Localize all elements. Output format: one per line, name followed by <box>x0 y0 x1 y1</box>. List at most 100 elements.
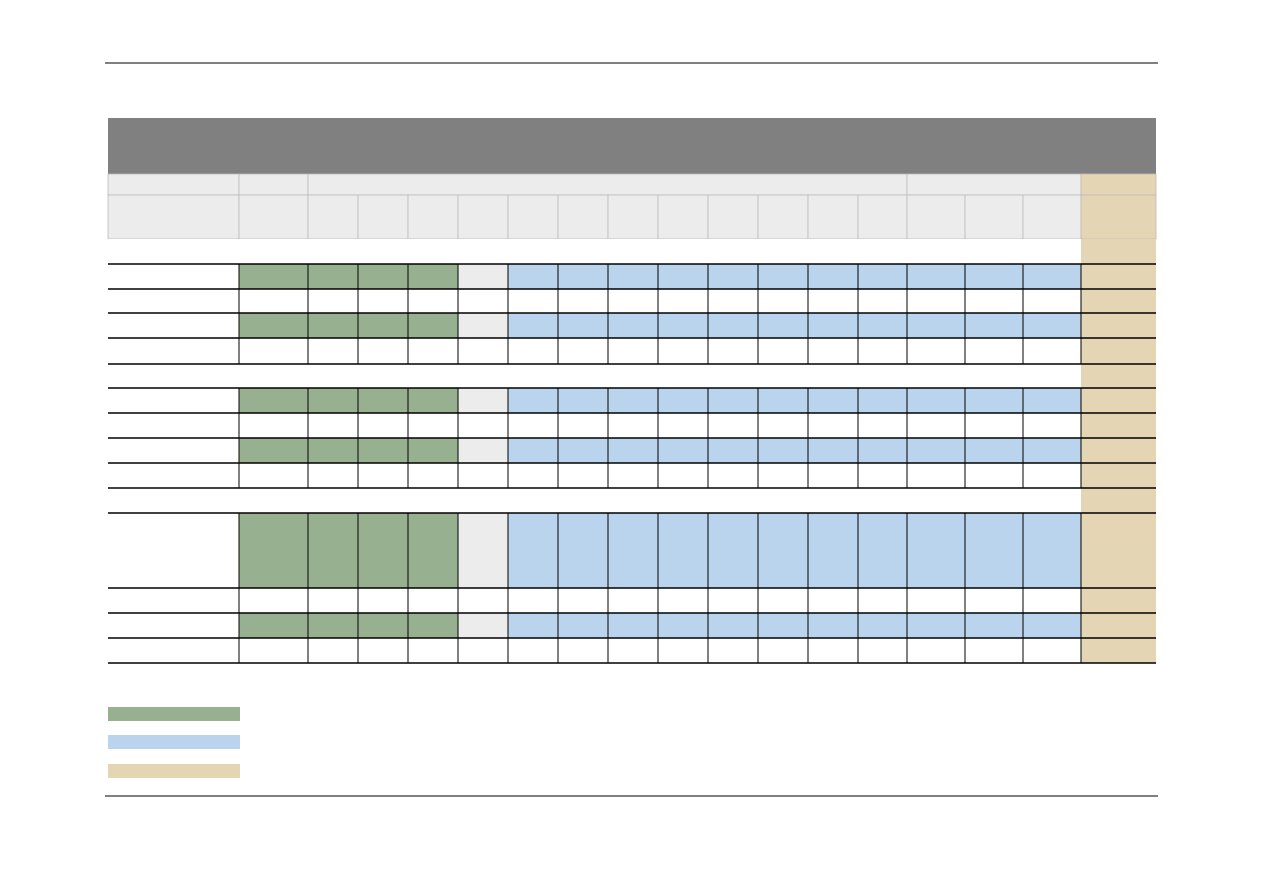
shaded-cell <box>858 313 907 338</box>
shaded-cell <box>458 613 508 638</box>
blank-cell <box>308 588 358 613</box>
section-row <box>108 364 1081 388</box>
blank-cell <box>858 338 907 364</box>
blank-cell <box>907 338 965 364</box>
blank-cell <box>808 289 858 313</box>
blank-cell <box>608 588 658 613</box>
shaded-cell <box>108 264 239 289</box>
blank-cell <box>108 638 239 663</box>
shaded-cell <box>907 513 965 588</box>
shaded-cell <box>308 438 358 463</box>
shaded-cell <box>408 513 458 588</box>
blank-cell <box>508 638 558 663</box>
shaded-cell <box>1081 513 1156 588</box>
shaded-cell <box>965 313 1023 338</box>
shaded-cell <box>308 513 358 588</box>
shaded-cell <box>907 613 965 638</box>
shaded-cell <box>708 388 758 413</box>
blank-cell <box>658 463 708 488</box>
shaded-cell <box>907 388 965 413</box>
shaded-cell <box>1023 388 1081 413</box>
blank-cell <box>965 338 1023 364</box>
column-header-cell <box>757 194 809 240</box>
shaded-cell <box>458 264 508 289</box>
shaded-cell <box>858 513 907 588</box>
blank-cell <box>708 338 758 364</box>
shaded-cell <box>758 388 808 413</box>
shaded-cell <box>1081 388 1156 413</box>
shaded-cell <box>458 438 508 463</box>
shaded-cell <box>758 438 808 463</box>
blank-cell <box>965 588 1023 613</box>
blank-cell <box>758 588 808 613</box>
shaded-cell <box>965 388 1023 413</box>
blank-cell <box>358 463 408 488</box>
shaded-cell <box>408 388 458 413</box>
column-header-cell <box>1022 194 1082 240</box>
blank-cell <box>558 463 608 488</box>
shaded-cell <box>658 313 708 338</box>
blank-cell <box>308 413 358 438</box>
blank-cell <box>858 289 907 313</box>
blank-cell <box>408 338 458 364</box>
shaded-cell <box>108 613 239 638</box>
blank-cell <box>408 289 458 313</box>
blank-cell <box>858 463 907 488</box>
shaded-cell <box>558 388 608 413</box>
blank-cell <box>965 638 1023 663</box>
blank-cell <box>408 413 458 438</box>
shaded-cell <box>508 513 558 588</box>
shaded-cell <box>808 264 858 289</box>
blank-cell <box>1023 413 1081 438</box>
blank-cell <box>907 289 965 313</box>
column-header-cell <box>107 194 240 240</box>
shaded-cell <box>808 388 858 413</box>
blank-cell <box>907 413 965 438</box>
blank-cell <box>239 638 308 663</box>
blank-cell <box>858 638 907 663</box>
blank-cell <box>608 638 658 663</box>
shaded-cell <box>965 613 1023 638</box>
blank-cell <box>965 413 1023 438</box>
legend-swatch-tan <box>108 764 240 778</box>
shaded-cell <box>558 313 608 338</box>
shaded-cell <box>758 264 808 289</box>
column-header-cell <box>607 194 659 240</box>
column-header-cell <box>507 194 559 240</box>
shaded-cell <box>1081 313 1156 338</box>
blank-cell <box>658 638 708 663</box>
blank-cell <box>708 413 758 438</box>
blank-cell <box>758 338 808 364</box>
shaded-cell <box>708 264 758 289</box>
column-header-cell <box>238 194 309 240</box>
blank-cell <box>239 588 308 613</box>
shaded-cell <box>808 613 858 638</box>
blank-cell <box>508 289 558 313</box>
column-header-cell <box>457 194 509 240</box>
blank-cell <box>458 588 508 613</box>
blank-cell <box>558 588 608 613</box>
shaded-cell <box>608 438 658 463</box>
shaded-cell <box>358 388 408 413</box>
section-row <box>108 239 1081 264</box>
blank-cell <box>508 463 558 488</box>
blank-cell <box>458 338 508 364</box>
shaded-cell <box>508 313 558 338</box>
shaded-cell <box>858 438 907 463</box>
blank-cell <box>558 413 608 438</box>
shaded-cell <box>658 513 708 588</box>
shaded-cell <box>558 438 608 463</box>
blank-cell <box>108 413 239 438</box>
legend-swatch-green <box>108 707 240 721</box>
shaded-cell <box>358 613 408 638</box>
blank-cell <box>758 463 808 488</box>
shaded-cell <box>708 613 758 638</box>
blank-cell <box>358 413 408 438</box>
blank-cell <box>239 338 308 364</box>
blank-cell <box>508 588 558 613</box>
blank-cell <box>758 289 808 313</box>
blank-cell <box>808 413 858 438</box>
blank-cell <box>358 338 408 364</box>
blank-cell <box>1023 638 1081 663</box>
column-header-cell <box>807 194 859 240</box>
